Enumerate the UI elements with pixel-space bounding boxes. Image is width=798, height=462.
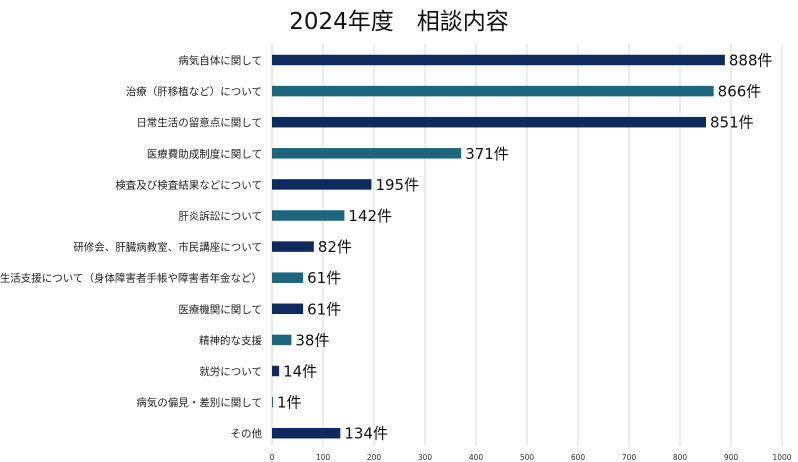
data-label: 1件	[277, 394, 302, 412]
category-label: 研修会、肝臓病教室、市民講座について	[73, 241, 262, 254]
bar	[272, 148, 462, 159]
x-tick-label: 300	[418, 453, 433, 462]
category-label: 肝炎訴訟について	[178, 210, 262, 223]
bar	[272, 427, 341, 439]
x-tick-label: 600	[571, 453, 586, 462]
x-tick-label: 1000	[772, 453, 791, 462]
x-tick-label: 0	[270, 453, 275, 462]
bar	[272, 334, 292, 346]
data-label: 888件	[729, 52, 773, 70]
bar	[272, 85, 714, 97]
category-label: 生活支援について（身体障害者手帳や障害者年金など）	[0, 272, 262, 285]
data-label: 61件	[307, 300, 341, 318]
x-tick-label: 700	[622, 453, 637, 462]
category-label: 病気の偏見・差別に関して	[136, 396, 262, 409]
bar	[272, 365, 280, 377]
bar	[272, 179, 372, 190]
category-label: 就労について	[199, 365, 262, 378]
data-label: 195件	[375, 176, 419, 194]
x-tick-label: 400	[469, 453, 484, 462]
x-tick-label: 200	[367, 453, 382, 462]
category-label: 日常生活の留意点に関して	[136, 116, 262, 129]
data-label: 14件	[283, 363, 317, 381]
data-label: 866件	[718, 83, 762, 101]
category-label: 病気自体に関して	[178, 54, 262, 67]
x-axis-ticks: 0 100 200 300 400 500 600 700 800 900 1000	[270, 453, 792, 462]
x-tick-label: 800	[673, 453, 688, 462]
category-label: その他	[231, 427, 263, 440]
bars	[272, 54, 725, 439]
bar	[272, 272, 304, 283]
bar	[272, 116, 707, 128]
bar	[272, 241, 314, 252]
category-labels: 病気自体に関して治療（肝移植など）について日常生活の留意点に関して医療費助成制度…	[0, 54, 262, 440]
category-label: 医療費助成制度に関して	[147, 147, 262, 160]
data-label: 38件	[295, 331, 329, 349]
x-tick-label: 100	[316, 453, 331, 462]
category-label: 医療機関に関して	[178, 303, 262, 316]
bar	[272, 396, 273, 408]
bar	[272, 210, 345, 221]
data-label: 851件	[710, 114, 754, 132]
category-label: 検査及び検査結果などについて	[115, 178, 262, 191]
data-label: 82件	[318, 238, 352, 256]
data-label: 134件	[344, 425, 388, 443]
x-tick-label: 500	[520, 453, 535, 462]
x-tick-label: 900	[724, 453, 739, 462]
data-label: 61件	[307, 269, 341, 287]
bar	[272, 303, 304, 315]
data-label: 142件	[348, 207, 392, 225]
data-label: 371件	[465, 145, 509, 163]
bar	[272, 54, 725, 66]
category-label: 治療（肝移植など）について	[126, 85, 262, 98]
data-labels: 888件 866件 851件 371件 195件 142件 82件 61件 61件 38件 14件 1…	[277, 52, 773, 443]
chart-title: 2024年度 相談内容	[289, 9, 509, 35]
category-label: 精神的な支援	[199, 334, 262, 347]
grid-lines	[271, 44, 783, 446]
